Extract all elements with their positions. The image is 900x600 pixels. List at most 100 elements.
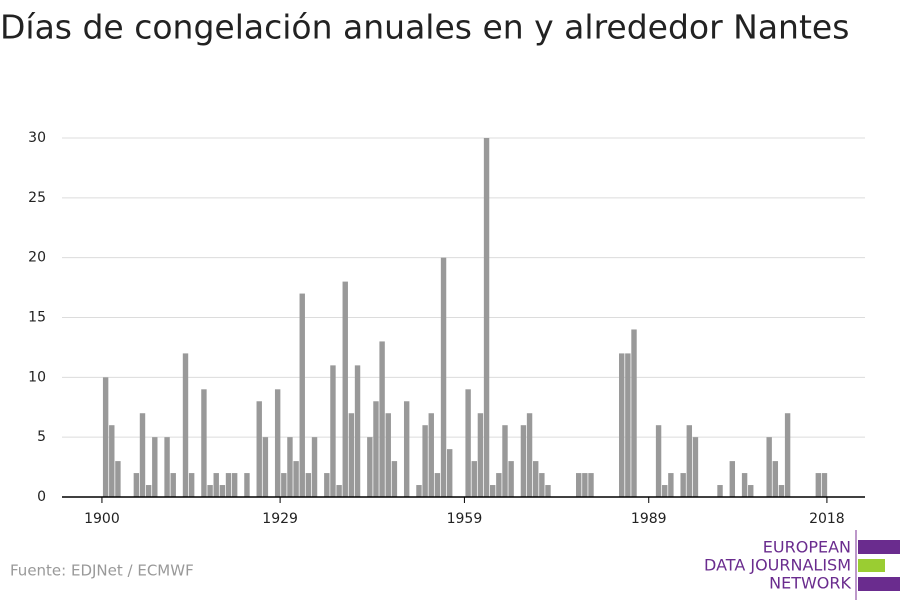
bar [391, 461, 398, 497]
bar [821, 473, 828, 497]
bar [729, 461, 736, 497]
bar [588, 473, 594, 497]
bar [330, 365, 336, 497]
bar [182, 353, 189, 497]
bar [188, 473, 195, 497]
y-tick-label: 5 [37, 429, 46, 445]
source: Fuente: EDJNet / ECMWF [10, 562, 194, 580]
bar [109, 425, 115, 497]
bar [145, 485, 152, 497]
bar [201, 389, 207, 497]
bar [582, 473, 588, 497]
bar [625, 353, 631, 497]
y-tick-label: 15 [28, 310, 46, 326]
bar [784, 413, 791, 497]
bar [115, 461, 121, 497]
bar [311, 437, 318, 497]
bar [502, 425, 508, 497]
bar [354, 365, 361, 497]
bar [533, 461, 539, 497]
bar [102, 377, 109, 497]
chart-title: Días de congelación anuales en y alreded… [0, 8, 849, 47]
bar [483, 138, 490, 497]
bar [465, 389, 471, 497]
x-tick-label: 1929 [262, 511, 298, 527]
y-tick-label: 0 [37, 489, 46, 505]
logo-bar [858, 540, 900, 554]
bar [748, 485, 754, 497]
bar [324, 473, 330, 497]
x-tick-label: 2018 [809, 511, 845, 527]
y-tick-label: 10 [28, 369, 46, 385]
bar [422, 425, 428, 497]
y-tick-label: 20 [28, 250, 46, 266]
bar [225, 473, 232, 497]
x-tick-label: 1959 [447, 511, 483, 527]
bar [717, 485, 723, 497]
bar [520, 425, 527, 497]
bar [416, 485, 422, 497]
bar [287, 437, 293, 497]
bar [385, 413, 391, 497]
bar [281, 473, 287, 497]
bar [262, 437, 269, 497]
bar [256, 401, 262, 497]
bar [526, 413, 533, 497]
logo-text: EUROPEAN [763, 538, 851, 557]
bar [244, 473, 250, 497]
bar [139, 413, 146, 497]
bar [348, 413, 355, 497]
bar [655, 425, 662, 497]
bar [508, 461, 514, 497]
bar [477, 413, 484, 497]
bar [274, 389, 281, 497]
bar [305, 473, 312, 497]
bar [471, 461, 477, 497]
bar [686, 425, 693, 497]
bar [207, 485, 213, 497]
bar [293, 461, 299, 497]
x-tick-label: 1989 [631, 511, 667, 527]
y-tick-label: 30 [28, 130, 46, 146]
bar [299, 293, 305, 497]
bar [619, 353, 625, 497]
bar [428, 413, 434, 497]
bar [662, 485, 668, 497]
bar [440, 257, 447, 497]
bar [367, 437, 373, 497]
bar [373, 401, 379, 497]
bar [496, 473, 502, 497]
bar [213, 473, 219, 497]
bar [342, 281, 348, 497]
bar [403, 401, 410, 497]
bar [766, 437, 772, 497]
bar [133, 473, 140, 497]
y-tick-label: 25 [28, 190, 46, 206]
logo-bar [858, 559, 885, 572]
logo-bar [858, 577, 900, 591]
bar [545, 485, 551, 497]
bar [815, 473, 822, 497]
bar [446, 449, 453, 497]
logo-text: NETWORK [769, 574, 851, 593]
bar [576, 473, 582, 497]
bar [692, 437, 699, 497]
bar [539, 473, 545, 497]
bar [379, 341, 385, 497]
logo-text: DATA JOURNALISM [704, 556, 851, 575]
bar [152, 437, 158, 497]
bar [772, 461, 779, 497]
bar [164, 437, 170, 497]
bar [778, 485, 785, 497]
bar [219, 485, 226, 497]
x-tick-label: 1900 [84, 511, 120, 527]
bar [336, 485, 342, 497]
bar [231, 473, 238, 497]
bar [668, 473, 674, 497]
bar [170, 473, 176, 497]
bar [434, 473, 441, 497]
bar [741, 473, 748, 497]
bar [631, 329, 637, 497]
bar [489, 485, 496, 497]
